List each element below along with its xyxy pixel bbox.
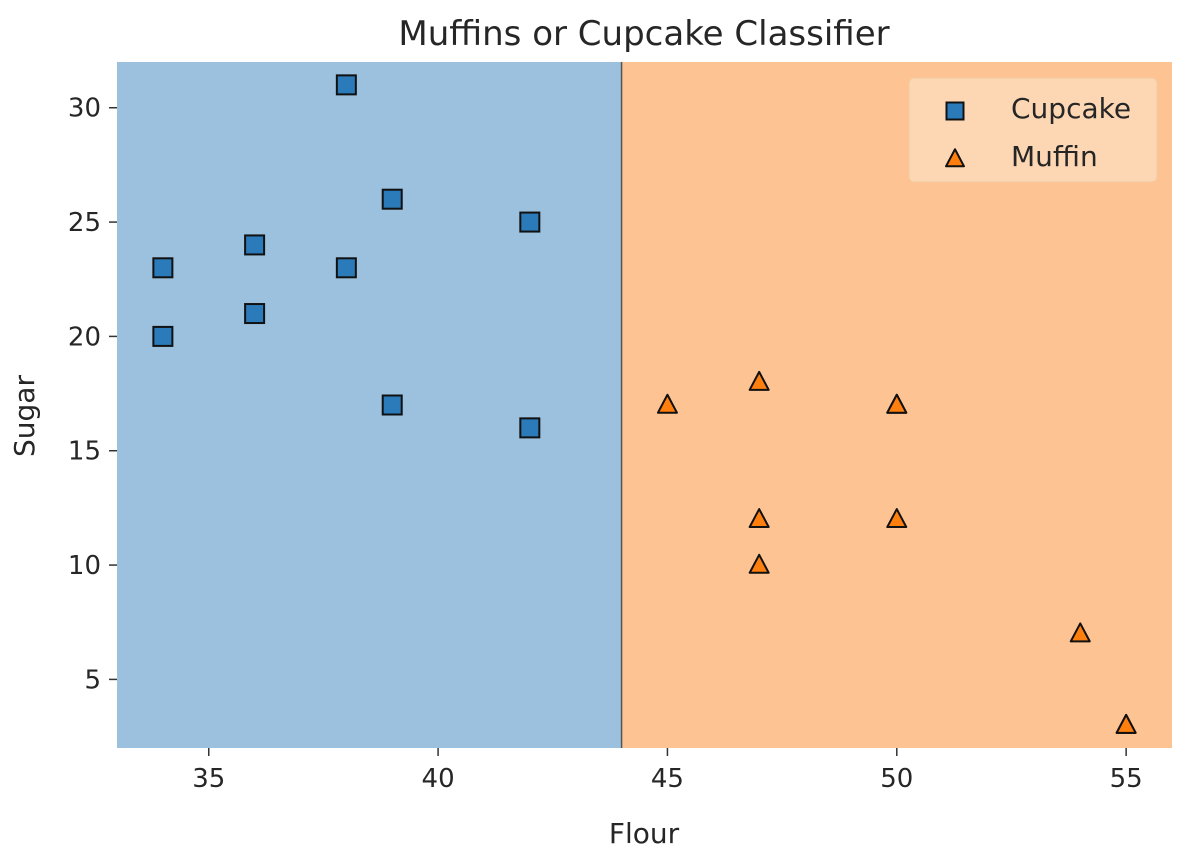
x-tick-label: 45 (651, 764, 684, 794)
cupcake-point (152, 325, 174, 347)
legend-label-cupcake: Cupcake (1011, 92, 1131, 125)
cupcake-region (117, 62, 622, 748)
y-tick-label: 25 (68, 208, 101, 238)
legend-label-muffin: Muffin (1011, 140, 1098, 173)
cupcake-point (335, 74, 357, 96)
legend: Cupcake Muffin (908, 77, 1158, 183)
muffin-point (886, 508, 908, 529)
legend-muffin-marker (945, 148, 965, 168)
series-cupcake (152, 74, 541, 439)
y-tick-label: 5 (84, 665, 101, 695)
legend-cupcake-marker (945, 101, 965, 121)
muffin-point (748, 508, 770, 529)
x-tick-label: 40 (422, 764, 455, 794)
muffin-point (748, 553, 770, 574)
y-tick-label: 20 (68, 322, 101, 352)
y-tick-label: 30 (68, 94, 101, 124)
y-tick-label: 15 (68, 437, 101, 467)
legend-box (908, 77, 1158, 183)
x-tick-label: 35 (192, 764, 225, 794)
muffin-point (656, 393, 678, 414)
cupcake-point (519, 417, 541, 439)
x-axis: 35 40 45 50 55 (192, 748, 1143, 794)
cupcake-point (152, 257, 174, 279)
cupcake-point (335, 257, 357, 279)
y-axis: 5 10 15 20 25 30 (68, 94, 117, 695)
y-tick-label: 10 (68, 551, 101, 581)
cupcake-point (519, 211, 541, 233)
muffin-point (748, 370, 770, 391)
cupcake-point (244, 303, 266, 325)
chart-title: Muffins or Cupcake Classifier (398, 14, 889, 54)
cupcake-point (244, 234, 266, 256)
cupcake-point (381, 188, 403, 210)
x-tick-label: 55 (1110, 764, 1143, 794)
x-axis-label: Flour (609, 817, 680, 850)
cupcake-point (381, 394, 403, 416)
y-axis-label: Sugar (8, 375, 41, 457)
muffin-point (1115, 713, 1137, 734)
muffin-point (886, 393, 908, 414)
muffin-point (1069, 622, 1091, 643)
series-muffin (656, 370, 1137, 734)
x-tick-label: 50 (880, 764, 913, 794)
